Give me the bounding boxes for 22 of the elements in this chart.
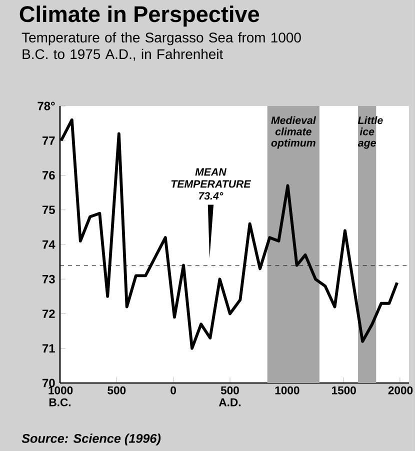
y-tick-label: 72 [42,310,55,318]
y-tick-label: 74 [42,240,56,249]
source-note: Source: Science (1996) [22,434,160,446]
x-tick-label: 500 [107,386,126,394]
y-tick-label: 76 [42,171,55,180]
y-tick-label: 78° [38,102,55,110]
chart-subtitle: Temperature of the Sargasso Sea from 1000 B.C. to 1975 A.D., in Fahrenheit [22,32,301,61]
y-tick-label: 71 [42,344,55,352]
x-tick-label: 2000 [388,386,412,394]
chart-title: Climate in Perspective [20,6,259,27]
y-tick-label: 75 [42,206,55,214]
band-label: Medieval climate optimum [270,116,316,149]
y-tick-label: 77 [42,136,55,145]
y-tick-label: 73 [42,274,55,284]
x-tick-label: 500 A.D. [218,386,240,406]
y-tick-label: 70 [42,378,55,388]
x-tick-label: 1500 [332,386,356,394]
x-tick-label: 1000 [275,386,300,394]
ref-line-label: MEAN TEMPERATURE 73.4° [171,168,251,200]
x-tick-label: 1000 B.C. [48,386,72,406]
x-tick-label: 0 [170,386,176,394]
band-label: Little ice age [358,116,383,149]
